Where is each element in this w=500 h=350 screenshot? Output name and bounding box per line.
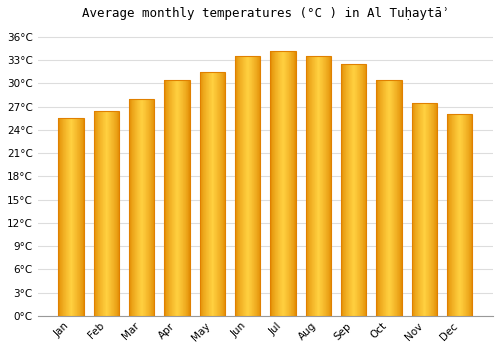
Bar <box>58 118 84 316</box>
Bar <box>412 103 437 316</box>
Bar <box>376 79 402 316</box>
Bar <box>235 56 260 316</box>
Bar <box>341 64 366 316</box>
Title: Average monthly temperatures (°C ) in Al Tuḥaytāʾ: Average monthly temperatures (°C ) in Al… <box>82 7 449 20</box>
Bar <box>94 111 119 316</box>
Bar <box>164 79 190 316</box>
Bar <box>270 51 295 316</box>
Bar <box>200 72 225 316</box>
Bar <box>129 99 154 316</box>
Bar <box>447 114 472 316</box>
Bar <box>306 56 331 316</box>
